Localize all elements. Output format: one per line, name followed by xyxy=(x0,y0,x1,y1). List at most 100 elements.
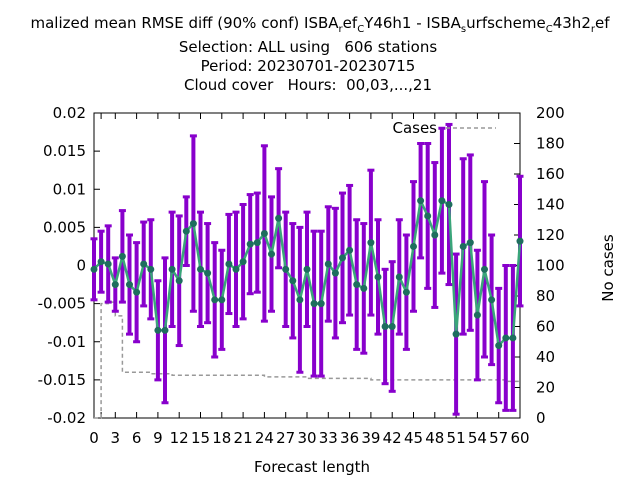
x-axis-label: Forecast length xyxy=(254,458,370,476)
title-sub4: C xyxy=(546,24,553,35)
data-point xyxy=(303,265,311,273)
data-point xyxy=(466,239,474,247)
data-point xyxy=(317,300,325,308)
data-point xyxy=(90,265,98,273)
data-point xyxy=(239,258,247,266)
y-tick-label: 0.01 xyxy=(53,180,86,198)
data-point xyxy=(168,265,176,273)
data-point xyxy=(459,242,467,250)
y-tick-label: -0.01 xyxy=(47,333,86,351)
data-point xyxy=(289,277,297,285)
chart-subtitle-selection: Selection: ALL using 606 stations xyxy=(179,38,438,56)
y2-tick-label: 100 xyxy=(536,257,565,275)
y-tick-label: -0.005 xyxy=(38,295,86,313)
data-point xyxy=(133,288,141,296)
y2-tick-label: 200 xyxy=(536,104,565,122)
data-point xyxy=(175,277,183,285)
mean-diff-points xyxy=(90,197,524,350)
x-tick-label: 30 xyxy=(297,429,316,447)
x-tick-label: 33 xyxy=(319,429,338,447)
title-mid4: 43h2 xyxy=(553,14,591,32)
data-point xyxy=(310,300,318,308)
title-mid3: urfscheme xyxy=(466,14,546,32)
y2-axis-label: No cases xyxy=(599,234,617,302)
data-point xyxy=(97,258,105,266)
y2-tick-label: 60 xyxy=(536,318,555,336)
data-point xyxy=(189,220,197,228)
data-point xyxy=(402,288,410,296)
data-point xyxy=(182,227,190,235)
y-tick-label: 0 xyxy=(76,257,86,275)
x-tick-label: 45 xyxy=(404,429,423,447)
y2-tick-label: 120 xyxy=(536,226,565,244)
x-tick-label: 51 xyxy=(447,429,466,447)
y2-tick-label: 20 xyxy=(536,379,555,397)
title-pre: malized mean RMSE diff (90% conf) ISBA xyxy=(30,14,339,32)
title-sub2: C xyxy=(357,24,364,35)
data-point xyxy=(473,311,481,319)
data-point xyxy=(395,273,403,281)
y-tick-label: 0.02 xyxy=(53,104,86,122)
y-tick-label: -0.02 xyxy=(47,409,86,427)
x-tick-label: 24 xyxy=(255,429,274,447)
data-point xyxy=(197,265,204,273)
data-point xyxy=(204,269,212,277)
data-point xyxy=(424,212,432,220)
x-tick-label: 54 xyxy=(468,429,487,447)
data-point xyxy=(488,296,496,304)
data-point xyxy=(232,265,240,273)
x-tick-label: 57 xyxy=(489,429,508,447)
data-point xyxy=(296,296,304,304)
x-tick-label: 60 xyxy=(510,429,529,447)
y-tick-label: -0.015 xyxy=(38,371,86,389)
legend-label-cases: Cases xyxy=(392,119,437,137)
x-tick-label: 21 xyxy=(234,429,253,447)
data-point xyxy=(452,330,460,338)
data-point xyxy=(417,197,425,205)
chart-title: malized mean RMSE diff (90% conf) ISBAre… xyxy=(30,14,610,35)
x-tick-label: 0 xyxy=(89,429,99,447)
title-sub5: r xyxy=(591,24,596,35)
cases-line xyxy=(94,301,520,419)
data-point xyxy=(211,296,219,304)
data-point xyxy=(253,239,261,247)
data-point xyxy=(246,240,254,248)
data-point xyxy=(154,326,162,334)
x-tick-label: 42 xyxy=(383,429,402,447)
y2-tick-label: 160 xyxy=(536,165,565,183)
y-tick-label: 0.015 xyxy=(43,142,86,160)
x-tick-label: 9 xyxy=(153,429,163,447)
data-point xyxy=(374,273,382,281)
data-point xyxy=(360,284,368,292)
x-tick-label: 3 xyxy=(111,429,121,447)
data-point xyxy=(445,201,453,208)
data-point xyxy=(260,229,268,237)
x-axis: 0 3 6 9 12 15 18 21 24 27 30 33 36 39 42 45 48 51 54 57 60 xyxy=(89,113,530,447)
data-point xyxy=(111,281,119,289)
title-sub1: r xyxy=(339,24,344,35)
data-point xyxy=(353,281,361,289)
data-point xyxy=(147,265,155,273)
x-tick-label: 15 xyxy=(191,429,210,447)
y-tick-label: 0.005 xyxy=(43,218,86,236)
x-tick-label: 6 xyxy=(132,429,142,447)
x-tick-label: 12 xyxy=(170,429,189,447)
y-axis-left: 0.02 0.015 0.01 0.005 0 -0.005 -0.01 -0.015 -0.0… xyxy=(38,104,100,427)
data-point xyxy=(438,197,446,205)
data-point xyxy=(331,269,339,277)
data-point xyxy=(388,323,396,330)
chart-subtitle-period: Period: 20230701-20230715 xyxy=(201,57,416,75)
title-mid1: ef xyxy=(343,14,358,32)
data-point xyxy=(118,252,126,260)
x-tick-label: 39 xyxy=(361,429,380,447)
data-point xyxy=(268,250,275,258)
data-point xyxy=(502,334,510,342)
data-point xyxy=(346,246,354,254)
data-point xyxy=(225,260,233,268)
data-point xyxy=(516,237,524,245)
data-point xyxy=(282,265,290,273)
y2-tick-label: 180 xyxy=(536,135,565,153)
legend: Cases xyxy=(392,119,496,137)
data-point xyxy=(218,296,226,304)
